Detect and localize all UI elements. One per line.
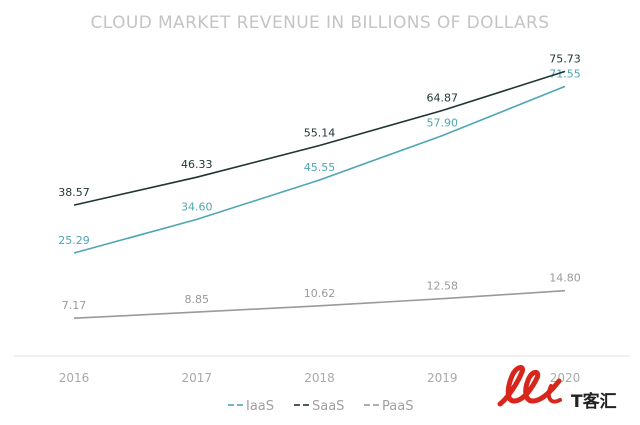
legend-item-iaas: IaaS [228, 399, 274, 414]
data-label-iaas-2020: 71.55 [549, 67, 581, 80]
x-tick-label-2019: 2019 [427, 371, 458, 385]
data-label-paas-2016: 7.17 [62, 299, 87, 312]
data-label-saas-2020: 75.73 [549, 52, 581, 65]
series-layer: 25.29 34.60 45.55 57.90 71.55 38.57 46.33 55.14… [58, 52, 581, 319]
series-saas: 38.57 46.33 55.14 64.87 75.73 [58, 52, 581, 206]
series-paas: 7.17 8.85 10.62 12.58 14.80 [62, 272, 581, 319]
data-label-iaas-2017: 34.60 [181, 200, 213, 213]
data-label-iaas-2019: 57.90 [427, 117, 459, 130]
series-line-saas [73, 70, 566, 206]
watermark-text: T客汇 [571, 391, 617, 412]
series-line-iaas [73, 85, 566, 254]
data-label-saas-2017: 46.33 [181, 158, 213, 171]
data-label-saas-2018: 55.14 [304, 127, 336, 140]
data-label-paas-2019: 12.58 [427, 280, 459, 293]
legend-item-paas: PaaS [364, 399, 413, 414]
watermark-logo [497, 365, 562, 407]
series-line-paas [73, 289, 566, 319]
data-label-paas-2018: 10.62 [304, 287, 336, 300]
data-label-iaas-2016: 25.29 [58, 234, 90, 247]
watermark: T客汇 [497, 365, 617, 412]
data-label-paas-2020: 14.80 [549, 272, 581, 285]
legend-item-saas: SaaS [294, 399, 344, 414]
x-tick-labels: 2016 2017 2018 2019 2020 [59, 371, 581, 385]
watermark-logo-tail [546, 384, 562, 404]
legend-label-paas: PaaS [382, 399, 413, 414]
watermark-logo-loop-a [497, 365, 562, 407]
data-label-iaas-2018: 45.55 [304, 161, 336, 174]
x-tick-label-2018: 2018 [304, 371, 335, 385]
series-iaas: 25.29 34.60 45.55 57.90 71.55 [58, 67, 581, 254]
data-label-saas-2019: 64.87 [427, 92, 459, 105]
legend: IaaS SaaS PaaS [228, 399, 413, 414]
x-tick-label-2017: 2017 [182, 371, 213, 385]
chart-title: CLOUD MARKET REVENUE IN BILLIONS OF DOLL… [91, 13, 550, 33]
legend-label-iaas: IaaS [246, 399, 274, 414]
legend-label-saas: SaaS [312, 399, 344, 414]
data-label-paas-2017: 8.85 [185, 293, 210, 306]
x-tick-label-2016: 2016 [59, 371, 90, 385]
data-label-saas-2016: 38.57 [58, 186, 90, 199]
